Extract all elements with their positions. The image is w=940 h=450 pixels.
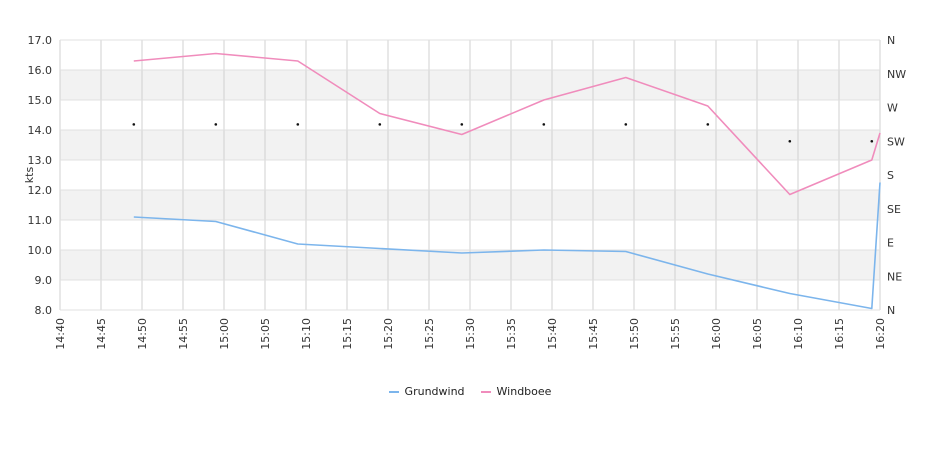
y-tick-label: 15.0 — [28, 94, 53, 107]
x-tick-label: 15:20 — [382, 318, 395, 350]
direction-marker — [132, 123, 136, 126]
x-tick-label: 16:20 — [874, 318, 887, 350]
legend-swatch — [480, 390, 491, 393]
direction-tick-label: SE — [887, 203, 901, 216]
direction-marker — [214, 123, 218, 126]
direction-tick-label: S — [887, 169, 894, 182]
direction-markers — [132, 123, 874, 143]
direction-marker — [624, 123, 628, 126]
direction-tick-label: NW — [887, 68, 906, 81]
x-tick-label: 15:10 — [300, 318, 313, 350]
direction-tick-label: W — [887, 102, 898, 115]
x-tick-label: 14:40 — [54, 318, 67, 350]
x-tick-label: 14:45 — [95, 318, 108, 350]
x-tick-label: 14:55 — [177, 318, 190, 350]
x-tick-label: 14:50 — [136, 318, 149, 350]
direction-marker — [378, 123, 382, 126]
x-tick-label: 15:45 — [587, 318, 600, 350]
legend-swatch — [388, 390, 399, 393]
series-line-grundwind — [133, 182, 881, 310]
wind-chart: 8.0 9.0 10.0 11.0 12.0 13.0 14.0 15.0 16.0 17.0 N… — [23, 34, 906, 350]
y-tick-label: 16.0 — [28, 64, 53, 77]
y-tick-label: 14.0 — [28, 124, 53, 137]
direction-axis-ticks: N NE E SE S SW W NW N — [887, 34, 906, 317]
y-axis-label: kts — [23, 167, 36, 184]
x-tick-label: 16:05 — [751, 318, 764, 350]
direction-tick-label: NE — [887, 270, 902, 283]
direction-tick-label: N — [887, 304, 895, 317]
direction-marker — [542, 123, 546, 126]
horizontal-gridlines — [60, 39, 880, 311]
series-line-windboee — [133, 52, 881, 196]
legend-label: Grundwind — [404, 385, 465, 398]
y-tick-label: 8.0 — [35, 304, 53, 317]
x-tick-label: 16:10 — [792, 318, 805, 350]
x-tick-label: 15:35 — [505, 318, 518, 350]
x-tick-label: 15:05 — [259, 318, 272, 350]
y-tick-label: 12.0 — [28, 184, 53, 197]
vertical-gridlines — [59, 40, 881, 310]
x-axis-ticks: 14:40 14:45 14:50 14:55 15:00 15:05 15:10 15:15… — [54, 318, 887, 350]
x-tick-label: 15:15 — [341, 318, 354, 350]
x-tick-label: 15:40 — [546, 318, 559, 350]
x-tick-label: 16:00 — [710, 318, 723, 350]
direction-marker — [296, 123, 300, 126]
y-tick-label: 13.0 — [28, 154, 53, 167]
y-tick-label: 10.0 — [28, 244, 53, 257]
y-tick-label: 17.0 — [28, 34, 53, 47]
y-tick-label: 9.0 — [35, 274, 53, 287]
direction-tick-label: N — [887, 34, 895, 47]
direction-tick-label: SW — [887, 135, 905, 148]
x-tick-label: 16:15 — [833, 318, 846, 350]
x-tick-label: 15:50 — [628, 318, 641, 350]
direction-marker — [870, 139, 874, 143]
direction-marker — [706, 123, 710, 126]
x-tick-label: 15:55 — [669, 318, 682, 350]
direction-tick-label: E — [887, 237, 894, 250]
legend-item-windboee[interactable]: Windboee — [480, 385, 552, 398]
x-tick-label: 15:30 — [464, 318, 477, 350]
direction-marker — [788, 139, 792, 143]
x-tick-label: 15:00 — [218, 318, 231, 350]
legend-label: Windboee — [496, 385, 552, 398]
x-tick-label: 15:25 — [423, 318, 436, 350]
series-lines — [133, 52, 881, 310]
legend-item-grundwind[interactable]: Grundwind — [388, 385, 465, 398]
direction-marker — [460, 123, 464, 126]
legend: Grundwind Windboee — [0, 385, 940, 398]
y-tick-label: 11.0 — [28, 214, 53, 227]
y-axis-ticks: 8.0 9.0 10.0 11.0 12.0 13.0 14.0 15.0 16.0 17.0 — [28, 34, 53, 317]
